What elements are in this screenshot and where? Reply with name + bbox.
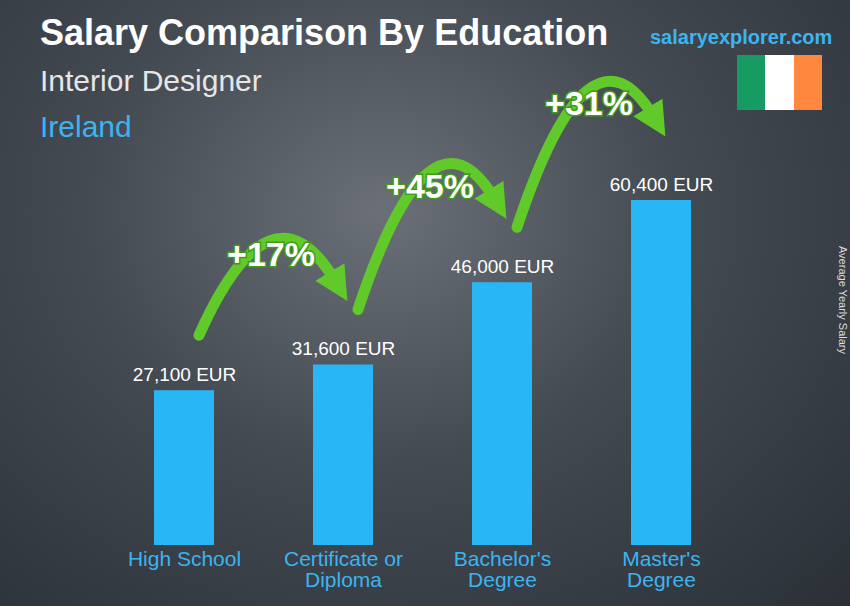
svg-text:60,400 EUR: 60,400 EUR (610, 174, 714, 195)
html-text:Average Yearly Salary: Average Yearly Salary (837, 246, 849, 354)
svg-text:+31%: +31% (545, 84, 633, 122)
html-text:Salary Comparison By Education: Salary Comparison By Education (40, 12, 609, 53)
html-text:salaryexplorer.com: salaryexplorer.com (650, 26, 833, 48)
svg-text:+17%: +17% (227, 235, 315, 273)
svg-text:31,600 EUR: 31,600 EUR (292, 338, 396, 359)
html-text:Ireland: Ireland (40, 110, 132, 143)
svg-text:+45%: +45% (386, 167, 474, 205)
svg-text:High School: High School (128, 547, 241, 570)
svg-text:27,100 EUR: 27,100 EUR (133, 364, 237, 385)
svg-text:Certificate orDiploma: Certificate orDiploma (284, 547, 403, 591)
svg-text:Bachelor'sDegree: Bachelor'sDegree (454, 547, 551, 591)
svg-text:46,000 EUR: 46,000 EUR (451, 256, 555, 277)
html-text:Interior Designer: Interior Designer (40, 64, 262, 97)
svg-text:Master'sDegree: Master'sDegree (622, 547, 701, 591)
